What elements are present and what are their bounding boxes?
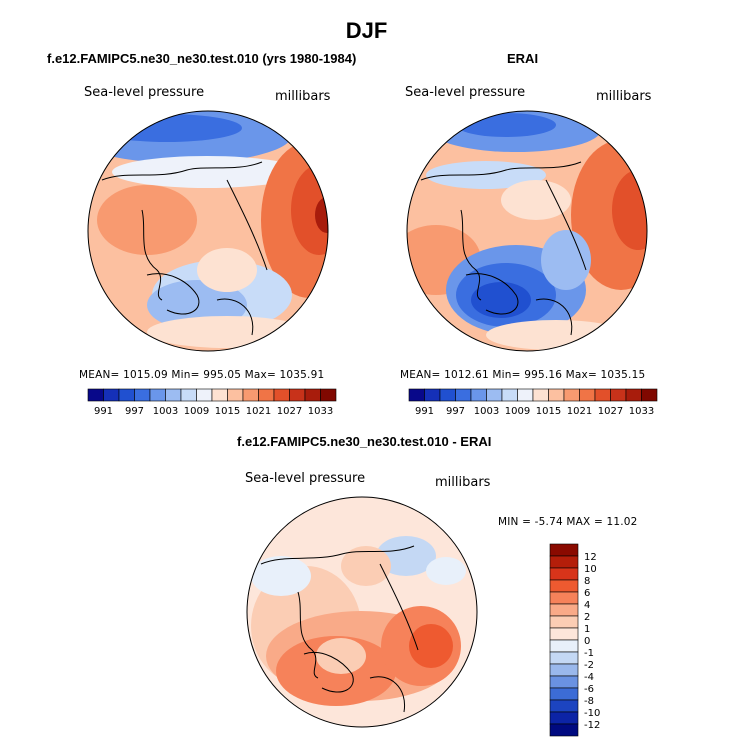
panel-3-stats: MIN = -5.74 MAX = 11.02 xyxy=(498,516,638,528)
panel-3-variable-label: Sea-level pressure xyxy=(245,471,366,486)
panel-2-colorbar-box xyxy=(563,388,580,402)
panel-1-colorbar-box xyxy=(87,388,104,402)
panel-3-colorbar-tick-label: 4 xyxy=(584,600,590,611)
panel-1-colorbar-box xyxy=(273,388,290,402)
panel-1-colorbar-tick-label: 1033 xyxy=(308,406,333,417)
panel-2-colorbar-box xyxy=(594,388,611,402)
panel-2-variable-label: Sea-level pressure xyxy=(405,85,526,100)
panel-3-colorbar-box xyxy=(549,675,579,689)
panel-2-colorbar-box xyxy=(532,388,549,402)
panel-2-colorbar-tick-label: 991 xyxy=(415,406,434,417)
panel-3-colorbar-tick-label: -10 xyxy=(584,708,600,719)
panel-1-colorbar-box xyxy=(118,388,135,402)
panel-1-colorbar-tick-label: 991 xyxy=(94,406,113,417)
panel-3-colorbar-box xyxy=(549,579,579,593)
panel-2-colorbar-box xyxy=(408,388,425,402)
panel-1-colorbar-tick-label: 997 xyxy=(125,406,144,417)
panel-3-polar-map xyxy=(246,496,478,728)
panel-3-colorbar-box xyxy=(549,543,579,557)
panel-1-variable-label: Sea-level pressure xyxy=(84,85,205,100)
panel-3-colorbar-tick-label: -6 xyxy=(584,684,594,695)
panel-1-colorbar-box xyxy=(227,388,244,402)
panel-1-colorbar-box xyxy=(320,388,337,402)
panel-3-colorbar-box xyxy=(549,567,579,581)
panel-3-colorbar-box xyxy=(549,687,579,701)
panel-3-colorbar-box xyxy=(549,723,579,737)
panel-3-colorbar-box xyxy=(549,699,579,713)
panel-3-colorbar-box xyxy=(549,615,579,629)
panel-1-colorbar-box xyxy=(242,388,259,402)
panel-2-colorbar-tick-label: 1003 xyxy=(474,406,499,417)
panel-3-colorbar-tick-label: -2 xyxy=(584,660,594,671)
panel-1-colorbar-box xyxy=(180,388,197,402)
panel-2-colorbar-tick-label: 1027 xyxy=(598,406,623,417)
panel-1-stats: MEAN= 1015.09 Min= 995.05 Max= 1035.91 xyxy=(79,369,325,381)
panel-2-colorbar-box xyxy=(610,388,627,402)
panel-2-colorbar-box xyxy=(424,388,441,402)
panel-3-title: f.e12.FAMIPC5.ne30_ne30.test.010 - ERAI xyxy=(237,434,492,449)
panel-2-title: ERAI xyxy=(507,51,539,66)
panel-3-colorbar-tick-label: 8 xyxy=(584,576,590,587)
panel-1-polar-map xyxy=(87,110,329,352)
panel-1-colorbar: 991 997 1003 1009 1015 1021 1027 1033 xyxy=(87,388,337,417)
panel-2-colorbar-box xyxy=(455,388,472,402)
panel-1-colorbar-box xyxy=(289,388,306,402)
panel-2-colorbar-box xyxy=(470,388,487,402)
panel-3-colorbar-tick-label: 6 xyxy=(584,588,590,599)
panel-3-colorbar-tick-label: 10 xyxy=(584,564,597,575)
panel-3-colorbar-box xyxy=(549,651,579,665)
panel-1-colorbar-tick-label: 1027 xyxy=(277,406,302,417)
panel-2-polar-map xyxy=(406,110,648,352)
panel-1-colorbar-tick-label: 1003 xyxy=(153,406,178,417)
panel-3-colorbar-box xyxy=(549,711,579,725)
panel-2-colorbar-box xyxy=(625,388,642,402)
panel-3-colorbar-box xyxy=(549,555,579,569)
panel-3-colorbar-box xyxy=(549,663,579,677)
panel-3-colorbar-tick-label: -8 xyxy=(584,696,594,707)
panel-2-colorbar-box xyxy=(548,388,565,402)
panel-1-colorbar-box xyxy=(304,388,321,402)
panel-2-colorbar-box xyxy=(501,388,518,402)
panel-1-title: f.e12.FAMIPC5.ne30_ne30.test.010 (yrs 19… xyxy=(47,51,357,66)
panel-1-colorbar-tick-label: 1015 xyxy=(215,406,240,417)
panel-2-colorbar-box xyxy=(486,388,503,402)
panel-3-colorbar-box xyxy=(549,603,579,617)
panel-2-colorbar-tick-label: 1015 xyxy=(536,406,561,417)
figure-title: DJF xyxy=(345,18,388,43)
panel-2-colorbar-box xyxy=(439,388,456,402)
panel-3-colorbar-tick-label: 1 xyxy=(584,624,590,635)
panel-3-colorbar-tick-label: -12 xyxy=(584,720,600,731)
panel-3-colorbar-box xyxy=(549,591,579,605)
panel-2-colorbar-tick-label: 1021 xyxy=(567,406,592,417)
panel-3-colorbar-box xyxy=(549,639,579,653)
panel-2-colorbar-tick-label: 1009 xyxy=(505,406,530,417)
panel-1-colorbar-box xyxy=(196,388,213,402)
panel-2-colorbar: 991 997 1003 1009 1015 1021 1027 1033 xyxy=(408,388,658,417)
panel-1-colorbar-box xyxy=(211,388,228,402)
panel-1-colorbar-box xyxy=(258,388,275,402)
panel-2-units-label: millibars xyxy=(596,89,652,104)
panel-1-colorbar-tick-label: 1021 xyxy=(246,406,271,417)
panel-3-colorbar-tick-label: 2 xyxy=(584,612,590,623)
panel-3-colorbar-tick-label: -1 xyxy=(584,648,594,659)
panel-1-colorbar-box xyxy=(149,388,166,402)
panel-2-colorbar-box xyxy=(579,388,596,402)
panel-1-colorbar-box xyxy=(165,388,182,402)
panel-2-colorbar-box xyxy=(517,388,534,402)
panel-2-colorbar-box xyxy=(641,388,658,402)
panel-3-colorbar-tick-label: 12 xyxy=(584,552,597,563)
panel-1-colorbar-tick-label: 1009 xyxy=(184,406,209,417)
panel-2-stats: MEAN= 1012.61 Min= 995.16 Max= 1035.15 xyxy=(400,369,646,381)
panel-1-colorbar-box xyxy=(103,388,120,402)
panel-3-units-label: millibars xyxy=(435,475,491,490)
panel-2-colorbar-tick-label: 997 xyxy=(446,406,465,417)
panel-3-colorbar-tick-label: 0 xyxy=(584,636,590,647)
panel-3-colorbar-box xyxy=(549,627,579,641)
panel-3-colorbar-tick-label: -4 xyxy=(584,672,594,683)
panel-2-colorbar-tick-label: 1033 xyxy=(629,406,654,417)
panel-1-colorbar-box xyxy=(134,388,151,402)
panel-1-units-label: millibars xyxy=(275,89,331,104)
